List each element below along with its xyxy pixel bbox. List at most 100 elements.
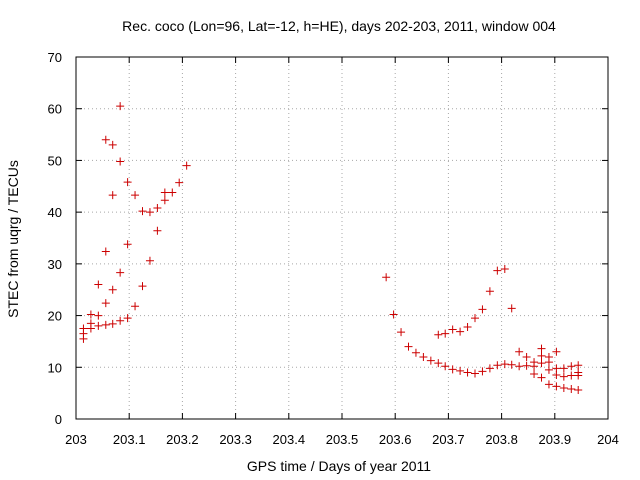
data-point-marker [94, 321, 103, 330]
x-tick-label: 203.3 [219, 432, 252, 447]
y-tick-label: 70 [48, 50, 62, 65]
data-point-marker [153, 204, 162, 213]
data-point-marker [478, 367, 487, 376]
data-markers [79, 102, 583, 395]
data-point-marker [131, 302, 140, 311]
data-point-marker [544, 352, 553, 361]
data-point-marker [552, 382, 561, 391]
data-point-marker [389, 310, 398, 319]
data-point-marker [101, 320, 110, 329]
data-point-marker [552, 371, 561, 380]
data-point-marker [448, 365, 457, 374]
data-point-marker [108, 140, 117, 149]
chart-title: Rec. coco (Lon=96, Lat=-12, h=HE), days … [122, 18, 556, 34]
data-point-marker [522, 361, 531, 370]
y-tick-label: 60 [48, 102, 62, 117]
x-tick-label: 203.9 [539, 432, 572, 447]
data-point-marker [160, 196, 169, 205]
data-point-marker [507, 304, 516, 313]
data-point-marker [419, 352, 428, 361]
data-point-marker [168, 188, 177, 197]
y-tick-label: 20 [48, 309, 62, 324]
data-point-marker [544, 365, 553, 374]
data-point-marker [138, 282, 147, 291]
data-point-marker [537, 373, 546, 382]
data-point-marker [537, 344, 546, 353]
data-point-marker [160, 188, 169, 197]
data-point-marker [101, 247, 110, 256]
y-tick-label: 10 [48, 360, 62, 375]
data-point-marker [471, 369, 479, 378]
data-point-marker [559, 383, 568, 392]
data-point-marker [552, 364, 561, 373]
data-point-marker [182, 161, 191, 170]
data-point-marker [567, 371, 576, 380]
data-point-marker [485, 364, 494, 373]
data-point-marker [530, 358, 539, 367]
y-axis-label: STEC from uqrg / TECUs [5, 160, 21, 318]
data-point-marker [94, 280, 103, 289]
data-point-marker [116, 102, 125, 111]
data-point-marker [175, 178, 184, 187]
data-point-marker [434, 359, 443, 368]
data-point-marker [537, 359, 546, 368]
data-point-marker [544, 380, 553, 389]
data-point-marker [131, 191, 140, 200]
data-point-marker [537, 351, 546, 360]
data-point-marker [456, 366, 465, 375]
data-point-marker [471, 314, 479, 323]
data-point-marker [116, 316, 125, 325]
data-point-marker [448, 325, 457, 334]
data-point-marker [522, 352, 531, 361]
data-point-marker [515, 347, 524, 356]
data-point-marker [493, 361, 502, 370]
data-point-marker [86, 319, 95, 328]
data-point-marker [382, 273, 391, 282]
data-point-marker [441, 362, 450, 371]
data-point-marker [552, 347, 561, 356]
data-point-marker [123, 314, 132, 323]
data-point-marker [574, 386, 583, 395]
data-point-marker [123, 178, 132, 187]
data-point-marker [463, 322, 472, 331]
y-tick-label: 40 [48, 205, 62, 220]
data-point-marker [108, 285, 117, 294]
data-point-marker [94, 311, 103, 320]
data-point-marker [559, 364, 568, 373]
plot-frame [75, 56, 609, 420]
x-tick-label: 203.7 [432, 432, 465, 447]
grid-lines [76, 57, 608, 419]
data-point-marker [530, 370, 539, 379]
data-point-marker [411, 348, 420, 357]
x-tick-label: 203.1 [113, 432, 146, 447]
data-point-marker [441, 329, 450, 338]
data-point-marker [478, 305, 487, 314]
data-point-marker [101, 299, 110, 308]
data-point-marker [397, 328, 406, 337]
data-point-marker [574, 368, 583, 377]
data-point-marker [500, 265, 509, 274]
axis-ticks: 203 203.1 203.2 203.3 203.4 203.5 203.6 203.7 20… [48, 50, 619, 447]
data-point-marker [463, 368, 472, 377]
data-point-marker [123, 240, 132, 249]
y-tick-label: 0 [55, 412, 62, 427]
data-point-marker [434, 330, 443, 339]
data-point-marker [116, 268, 125, 277]
data-point-marker [500, 360, 509, 369]
y-tick-label: 30 [48, 257, 62, 272]
data-point-marker [574, 361, 583, 370]
data-point-marker [145, 208, 154, 217]
data-point-marker [507, 360, 516, 369]
x-tick-label: 203.2 [166, 432, 199, 447]
x-axis-label: GPS time / Days of year 2011 [247, 458, 431, 474]
data-point-marker [426, 356, 435, 365]
x-tick-label: 203.8 [485, 432, 518, 447]
data-point-marker [493, 266, 502, 275]
data-point-marker [138, 207, 147, 216]
x-tick-label: 204 [597, 432, 619, 447]
data-point-marker [456, 327, 465, 336]
data-point-marker [485, 287, 494, 296]
data-point-marker [116, 157, 125, 166]
data-point-marker [515, 362, 524, 371]
